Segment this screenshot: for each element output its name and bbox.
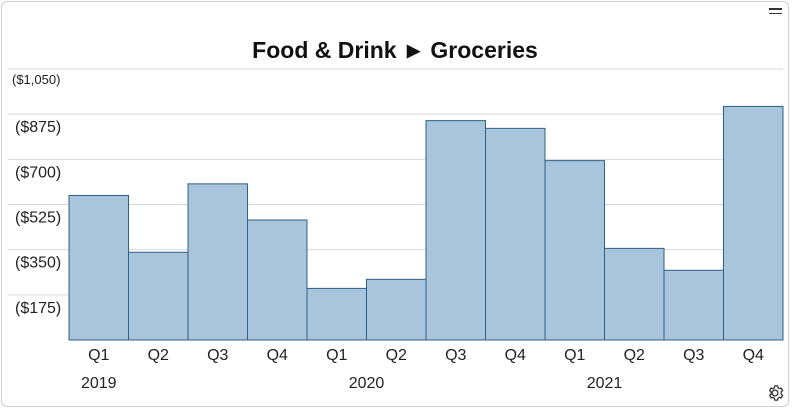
bar (663, 269, 724, 341)
x-tick-label: Q4 (743, 347, 764, 364)
bar (723, 105, 784, 341)
x-tick-label: Q2 (148, 347, 169, 364)
x-tick-label: Q4 (505, 347, 526, 364)
bar (485, 127, 546, 341)
x-tick-label: Q3 (683, 347, 704, 364)
hamburger-menu-icon[interactable] (769, 8, 782, 18)
x-year-label: 2021 (587, 375, 623, 392)
bar (247, 219, 308, 341)
gear-icon[interactable] (765, 383, 785, 403)
y-tick-label: ($700) (15, 164, 61, 181)
bar (544, 160, 605, 341)
x-tick-label: Q3 (445, 347, 466, 364)
x-year-label: 2020 (349, 375, 385, 392)
x-tick-label: Q1 (326, 347, 347, 364)
bar (604, 247, 665, 341)
x-tick-label: Q2 (386, 347, 407, 364)
y-tick-label: ($525) (15, 210, 61, 227)
bar (187, 183, 248, 341)
y-tick-label: ($1,050) (12, 72, 60, 87)
x-tick-label: Q1 (88, 347, 109, 364)
bar (306, 287, 367, 341)
x-tick-label: Q4 (267, 347, 288, 364)
title-parent: Food & Drink (252, 37, 397, 63)
bar (366, 278, 427, 341)
y-tick-label: ($350) (15, 255, 61, 272)
x-year-label: 2019 (81, 375, 117, 392)
x-tick-label: Q3 (207, 347, 228, 364)
y-tick-label: ($875) (15, 119, 61, 136)
bar (68, 194, 129, 341)
y-tick-label: ($175) (15, 300, 61, 317)
x-tick-label: Q1 (564, 347, 585, 364)
x-tick-label: Q2 (624, 347, 645, 364)
chart-title: Food & Drink ▶ Groceries (2, 37, 788, 64)
title-child: Groceries (430, 37, 538, 63)
bar (128, 251, 189, 341)
breadcrumb-arrow-icon: ▶ (406, 41, 421, 60)
bar (425, 120, 486, 341)
